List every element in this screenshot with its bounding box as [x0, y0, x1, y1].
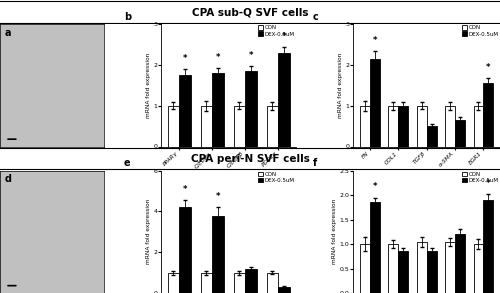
- Text: *: *: [373, 35, 378, 45]
- Bar: [370, 202, 380, 293]
- Bar: [168, 272, 179, 293]
- Bar: [398, 106, 408, 146]
- Text: *: *: [216, 192, 220, 201]
- Bar: [474, 244, 484, 293]
- Bar: [455, 234, 465, 293]
- Text: *: *: [373, 183, 378, 192]
- Legend: CON, DEX-0.5uM: CON, DEX-0.5uM: [258, 171, 295, 184]
- Text: *: *: [486, 63, 490, 72]
- Bar: [234, 272, 245, 293]
- Bar: [179, 207, 190, 293]
- Text: *: *: [282, 32, 286, 40]
- Text: *: *: [182, 185, 187, 194]
- Bar: [168, 106, 179, 146]
- Bar: [398, 251, 408, 293]
- Text: *: *: [248, 51, 253, 60]
- Bar: [245, 71, 256, 146]
- Bar: [200, 106, 212, 146]
- Bar: [212, 73, 224, 146]
- Text: f: f: [312, 158, 316, 168]
- Bar: [417, 106, 426, 146]
- Text: a: a: [4, 28, 10, 38]
- Text: CPA sub-Q SVF cells: CPA sub-Q SVF cells: [192, 7, 308, 17]
- Bar: [370, 59, 380, 146]
- Y-axis label: mRNA fold expression: mRNA fold expression: [146, 53, 150, 118]
- Bar: [474, 106, 484, 146]
- Y-axis label: mRNA fold expression: mRNA fold expression: [338, 53, 342, 118]
- Bar: [266, 272, 278, 293]
- Bar: [278, 53, 289, 146]
- Bar: [360, 106, 370, 146]
- Bar: [426, 126, 436, 146]
- Y-axis label: mRNA fold expression: mRNA fold expression: [332, 199, 336, 265]
- Bar: [445, 242, 455, 293]
- Bar: [278, 287, 289, 293]
- Bar: [455, 120, 465, 146]
- Legend: CON, DEX-0.5uM: CON, DEX-0.5uM: [462, 171, 500, 184]
- Bar: [234, 106, 245, 146]
- Bar: [266, 106, 278, 146]
- Bar: [245, 269, 256, 293]
- Legend: CON, DEX-0.5uM: CON, DEX-0.5uM: [462, 25, 500, 37]
- Text: e: e: [124, 158, 130, 168]
- Bar: [360, 244, 370, 293]
- Legend: CON, DEX-0.5uM: CON, DEX-0.5uM: [258, 25, 295, 37]
- Text: CPA peri-N SVF cells: CPA peri-N SVF cells: [190, 154, 310, 163]
- Bar: [445, 106, 455, 146]
- Bar: [388, 244, 398, 293]
- Bar: [200, 272, 212, 293]
- Bar: [426, 251, 436, 293]
- Text: *: *: [486, 179, 490, 188]
- Y-axis label: mRNA fold expression: mRNA fold expression: [146, 199, 150, 265]
- Bar: [484, 200, 494, 293]
- Text: d: d: [4, 174, 11, 184]
- Bar: [212, 216, 224, 293]
- Bar: [388, 106, 398, 146]
- Bar: [417, 242, 426, 293]
- Text: b: b: [124, 12, 131, 22]
- Text: *: *: [182, 54, 187, 63]
- Bar: [179, 75, 190, 146]
- Text: *: *: [216, 53, 220, 62]
- Bar: [484, 83, 494, 146]
- Text: c: c: [312, 12, 318, 22]
